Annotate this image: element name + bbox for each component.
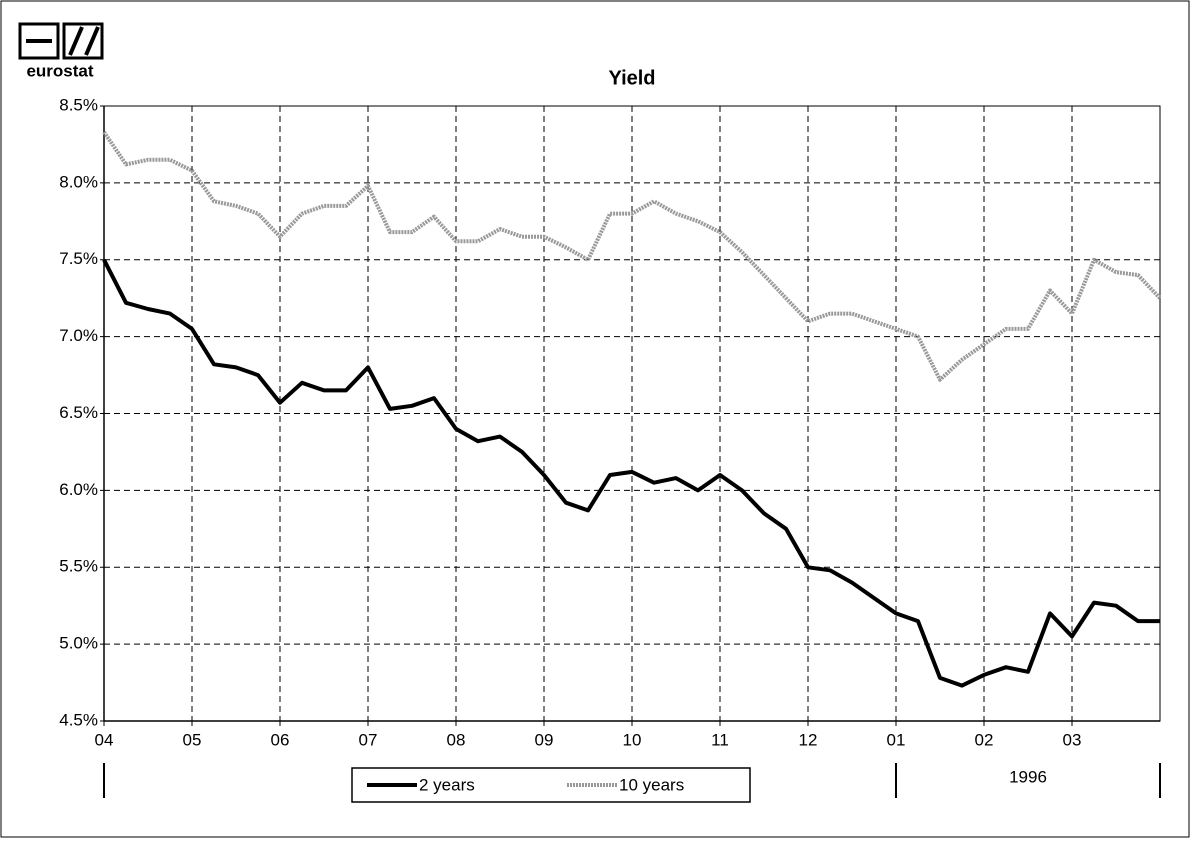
y-tick-label: 6.5% (59, 403, 98, 422)
series-line (102, 130, 1162, 382)
x-tick-label: 05 (183, 730, 202, 749)
y-tick-label: 4.5% (59, 710, 98, 729)
legend-label: 2 years (419, 775, 475, 794)
x-tick-label: 03 (1063, 730, 1082, 749)
x-tick-label: 07 (359, 730, 378, 749)
series-line (102, 258, 1160, 688)
y-tick-label: 8.5% (59, 95, 98, 114)
x-tick-label: 09 (535, 730, 554, 749)
x-tick-label: 12 (799, 730, 818, 749)
y-tick-label: 6.0% (59, 480, 98, 499)
y-tick-label: 5.5% (59, 557, 98, 576)
y-tick-label: 8.0% (59, 172, 98, 191)
x-tick-label: 02 (975, 730, 994, 749)
legend-label: 10 years (619, 775, 684, 794)
x-tick-label: 08 (447, 730, 466, 749)
y-tick-label: 5.0% (59, 634, 98, 653)
plot-border (103, 105, 1161, 722)
chart-title: Yield (608, 67, 655, 89)
y-tick-label: 7.5% (59, 249, 98, 268)
logo (18, 22, 104, 60)
x-tick-label: 04 (95, 730, 114, 749)
x-tick-label: 01 (887, 730, 906, 749)
x-tick-label: 11 (711, 730, 729, 749)
x-tick-label: 10 (623, 730, 642, 749)
year-label: 1996 (1009, 767, 1047, 786)
legend-box (351, 767, 751, 803)
y-tick-label: 7.0% (59, 326, 98, 345)
logo-text: eurostat (26, 61, 93, 80)
x-tick-label: 06 (271, 730, 290, 749)
